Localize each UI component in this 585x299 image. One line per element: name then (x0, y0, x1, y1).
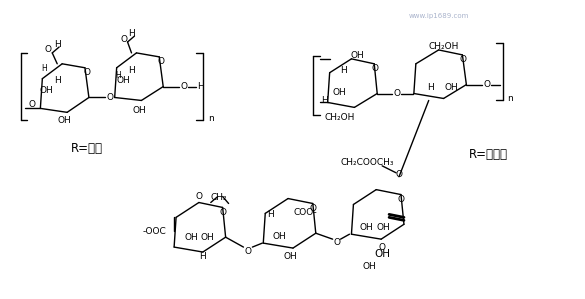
Text: CH₂COOCH₃: CH₂COOCH₃ (340, 158, 394, 167)
Text: OH: OH (201, 233, 215, 242)
Text: R=黄原胶: R=黄原胶 (469, 148, 508, 161)
Text: OH: OH (39, 86, 53, 95)
Text: OH: OH (362, 263, 376, 271)
Text: O: O (309, 204, 316, 213)
Text: H: H (198, 82, 204, 91)
Text: H: H (54, 76, 61, 85)
Text: O: O (195, 192, 202, 201)
Text: OH: OH (117, 76, 130, 85)
Text: OH: OH (184, 233, 198, 242)
Text: O: O (106, 93, 113, 102)
Text: H: H (199, 252, 207, 262)
Text: H: H (54, 40, 61, 49)
Text: O: O (394, 89, 401, 98)
Text: OH: OH (359, 223, 373, 232)
Text: OH: OH (333, 88, 346, 97)
Text: COO-: COO- (293, 208, 316, 217)
Text: H: H (115, 71, 121, 80)
Text: OH: OH (133, 106, 146, 115)
Text: H: H (128, 29, 135, 38)
Text: O: O (395, 170, 402, 179)
Text: H: H (427, 83, 434, 92)
Text: H: H (321, 96, 328, 105)
Text: OH: OH (272, 232, 286, 241)
Text: O: O (181, 82, 188, 91)
Text: O: O (333, 238, 340, 247)
Text: H: H (267, 210, 274, 219)
Text: OH: OH (445, 83, 459, 92)
Text: H: H (128, 66, 135, 75)
Text: O: O (378, 242, 386, 251)
Text: O: O (29, 100, 36, 109)
Text: O: O (245, 247, 252, 256)
Text: O: O (484, 80, 491, 89)
Text: OH: OH (283, 252, 297, 262)
Text: O: O (45, 45, 52, 54)
Text: O: O (371, 64, 378, 73)
Text: O: O (120, 35, 127, 44)
Text: OH: OH (374, 249, 390, 259)
Text: O: O (460, 55, 467, 64)
Text: CH₂: CH₂ (211, 193, 227, 202)
Text: CH₂OH: CH₂OH (324, 113, 355, 122)
Text: O: O (219, 208, 226, 217)
Text: H: H (340, 66, 347, 75)
Text: -OOC: -OOC (142, 227, 166, 236)
Text: O: O (158, 57, 165, 66)
Text: OH: OH (376, 223, 390, 232)
Text: O: O (84, 68, 91, 77)
Text: n: n (507, 94, 513, 103)
Text: H: H (42, 64, 47, 73)
Text: OH: OH (57, 116, 71, 125)
Text: CH₂OH: CH₂OH (428, 42, 459, 51)
Text: www.ip1689.com: www.ip1689.com (408, 13, 469, 19)
Text: OH: OH (350, 51, 364, 60)
Text: R=淠粉: R=淠粉 (71, 141, 103, 155)
Text: n: n (208, 114, 214, 123)
Text: O: O (397, 195, 404, 204)
